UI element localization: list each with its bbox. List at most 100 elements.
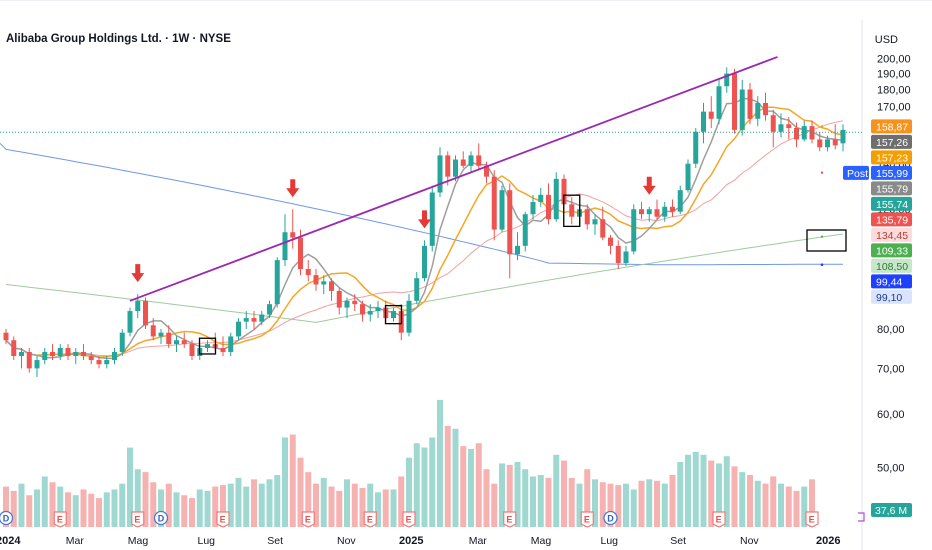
y-tick-label: 80,00 — [877, 324, 905, 336]
earnings-marker-icon — [402, 511, 416, 528]
volume-bar — [638, 480, 645, 527]
candle-body — [406, 300, 412, 333]
price-label: 108,50 — [871, 258, 912, 273]
x-tick-label: Set — [267, 535, 283, 547]
candle-body — [313, 275, 319, 285]
candle-body — [26, 351, 32, 369]
candle-body — [228, 336, 234, 352]
candle-body — [135, 300, 141, 312]
candle-body — [391, 311, 396, 319]
bracket-icon — [858, 512, 865, 522]
candle-body — [336, 290, 342, 308]
candle-body — [104, 360, 110, 365]
volume-bar — [57, 486, 64, 527]
candle-body — [693, 131, 699, 164]
volume-bar — [731, 466, 738, 527]
volume-label: 37,6 M — [875, 505, 907, 517]
volume-bar — [274, 475, 281, 527]
price-label-bg — [871, 150, 912, 165]
volume-bar — [336, 490, 343, 527]
earnings-marker-letter: E — [809, 515, 815, 525]
volume-bar — [34, 489, 40, 527]
y-tick-label: 180,00 — [877, 85, 911, 97]
volume-bar — [584, 469, 591, 527]
volume-bar — [654, 480, 660, 527]
volume-bar — [344, 479, 350, 527]
price-label-bg — [871, 258, 912, 273]
volume-bar — [359, 488, 366, 527]
candle-body — [274, 260, 280, 305]
ma-slow-line — [5, 120, 844, 357]
volume-bar — [537, 475, 544, 527]
target-dot — [820, 171, 824, 174]
candle-body — [305, 269, 311, 276]
dividend-marker-letter: D — [158, 514, 165, 524]
candle-body — [817, 139, 823, 148]
volume-bar — [266, 479, 273, 527]
y-tick-label: 70,00 — [877, 363, 905, 375]
earnings-marker-letter: E — [367, 515, 373, 525]
candle-body — [96, 360, 102, 365]
volume-bar — [398, 476, 405, 527]
volume-bar — [553, 454, 560, 527]
price-label-bg — [871, 274, 912, 289]
candle-body — [243, 318, 249, 322]
volume-bar — [382, 489, 389, 527]
candle-body — [801, 126, 807, 140]
price-label-bg — [871, 227, 912, 242]
price-label: 155,79 — [871, 181, 912, 196]
volume-bar — [630, 489, 637, 527]
volume-bar — [406, 457, 412, 527]
candle-body — [290, 232, 296, 238]
x-tick-label: Nov — [337, 535, 356, 547]
dividend-marker-letter: D — [607, 514, 614, 524]
candle-body — [608, 237, 613, 246]
volume-bar — [576, 483, 583, 527]
candle-body — [166, 332, 172, 345]
volume-bar — [181, 495, 188, 527]
earnings-marker-letter: E — [506, 515, 512, 525]
candle-body — [809, 126, 815, 140]
volume-bar — [785, 486, 792, 527]
volume-bar — [289, 434, 296, 527]
candle-body — [825, 139, 830, 148]
candle-body — [507, 190, 513, 255]
candle-body — [259, 314, 265, 322]
price-label-bg — [871, 212, 912, 227]
price-label-text: 134,45 — [876, 230, 908, 242]
price-label-text: 155,74 — [876, 199, 908, 211]
trendline — [129, 56, 778, 302]
x-tick-label: 2026 — [816, 535, 840, 547]
candle-body — [701, 111, 706, 132]
volume-bar — [10, 490, 17, 527]
volume-bar — [413, 443, 420, 527]
volume-bar — [646, 479, 653, 527]
candle-body — [453, 159, 458, 177]
chart-title: Alibaba Group Holdings Ltd. · 1W · NYSE — [6, 33, 231, 45]
volume-bar — [134, 469, 141, 527]
volume-bar — [452, 428, 459, 527]
volume-bar — [297, 457, 304, 527]
volume-bar — [173, 492, 180, 527]
candle-body — [181, 340, 187, 345]
candle-body — [150, 325, 156, 337]
ma-dot — [820, 125, 824, 128]
candle-body — [3, 332, 9, 341]
volume-bar — [3, 486, 9, 527]
candle-body — [73, 351, 79, 356]
dividend-marker-icon — [153, 510, 169, 526]
x-tick-label: Mar — [66, 535, 85, 547]
candle-body — [522, 214, 528, 246]
candle-body — [360, 304, 365, 315]
volume-bar — [669, 475, 676, 527]
candle-body — [794, 127, 799, 140]
price-label-text: 108,50 — [876, 261, 908, 273]
volume-bar — [475, 443, 482, 527]
candle-body — [786, 124, 792, 128]
candle-body — [445, 155, 451, 177]
candle-body — [662, 206, 668, 217]
volume-bar — [65, 492, 71, 527]
